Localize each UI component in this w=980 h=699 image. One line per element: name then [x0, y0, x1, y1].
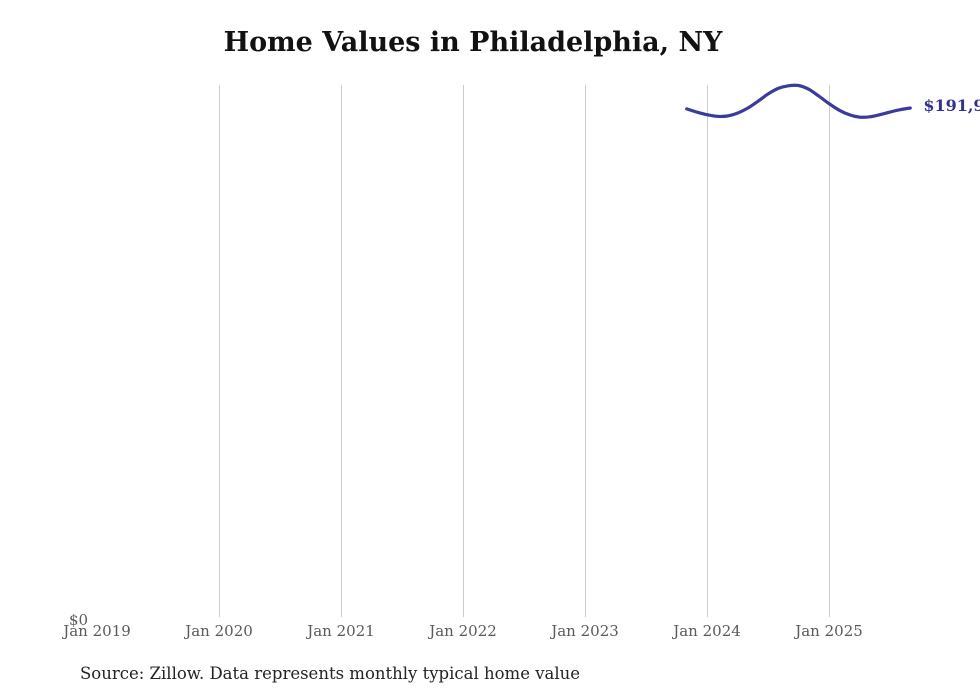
x-tick-label: Jan 2021	[307, 622, 375, 640]
chart-title: Home Values in Philadelphia, NY	[223, 27, 723, 58]
x-gridline	[341, 85, 342, 617]
x-gridline	[463, 85, 464, 617]
x-gridline	[829, 85, 830, 617]
x-tick-label: Jan 2024	[673, 622, 741, 640]
y-axis-zero-label: $0	[69, 611, 89, 629]
source-note: Source: Zillow. Data represents monthly …	[80, 664, 581, 683]
x-tick-label: Jan 2025	[795, 622, 863, 640]
x-tick-label: Jan 2020	[185, 622, 253, 640]
x-tick-label: Jan 2022	[429, 622, 497, 640]
latest-value-label: $191,933	[923, 95, 980, 115]
home-value-line	[685, 83, 912, 119]
x-gridline	[219, 85, 220, 617]
x-tick-label: Jan 2019	[63, 622, 131, 640]
x-gridline	[585, 85, 586, 617]
x-tick-label: Jan 2023	[551, 622, 619, 640]
x-gridline	[707, 85, 708, 617]
